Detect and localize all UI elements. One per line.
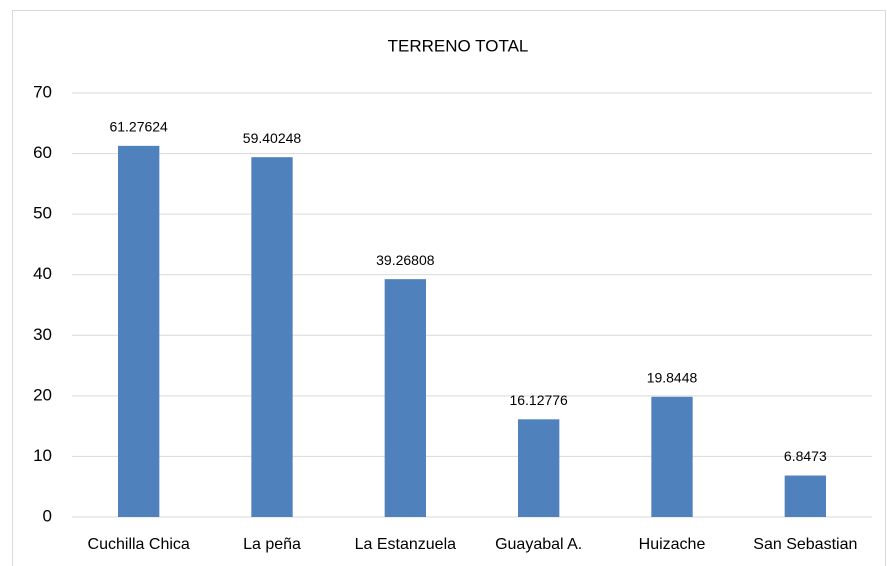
x-tick-label: San Sebastian [753,536,857,553]
x-tick-label: La Estanzuela [355,536,457,553]
x-tick-label: Guayabal A. [495,536,582,553]
y-tick-label: 60 [33,143,52,162]
bar [251,157,293,518]
chart-title: TERRENO TOTAL [388,36,529,55]
data-label: 16.12776 [509,392,568,408]
data-label: 6.8473 [784,448,827,464]
bar [784,475,826,517]
bar [518,419,560,517]
data-label: 19.8448 [647,370,698,386]
x-tick-label: Cuchilla Chica [88,536,190,553]
bar [651,396,693,517]
bar [118,145,160,517]
y-tick-label: 50 [33,204,52,223]
data-label: 59.40248 [243,130,302,146]
x-tick-label: Huizache [639,536,706,553]
y-tick-label: 20 [33,385,52,404]
data-label: 39.26808 [376,252,435,268]
bar [384,279,426,517]
data-label: 61.27624 [109,119,168,135]
y-tick-label: 30 [33,325,52,344]
y-tick-label: 40 [33,264,52,283]
y-tick-label: 70 [33,82,52,101]
y-tick-label: 0 [43,506,52,525]
y-tick-label: 10 [33,446,52,465]
x-tick-label: La peña [243,536,301,553]
